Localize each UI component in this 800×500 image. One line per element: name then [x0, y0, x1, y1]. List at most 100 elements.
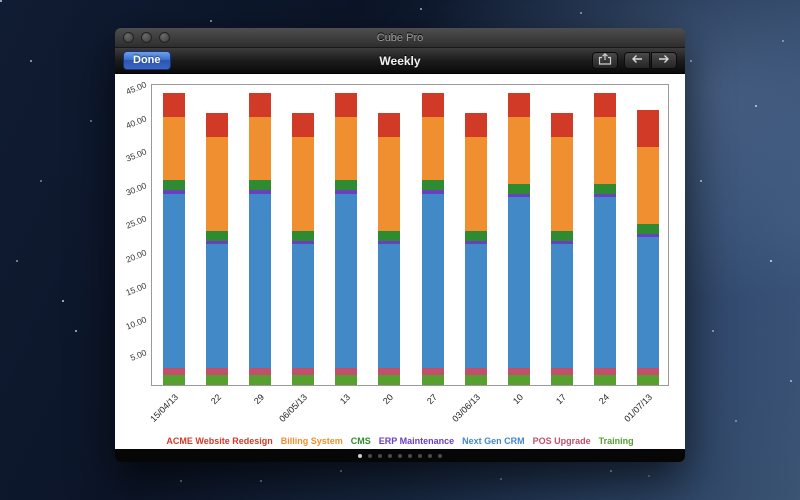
legend-item: ACME Website Redesign [166, 436, 273, 446]
window-title: Cube Pro [376, 31, 424, 44]
bar-segment-erp-maintenance [292, 240, 315, 245]
y-tick-label: 15.00 [124, 280, 148, 298]
page-dot[interactable] [388, 453, 392, 458]
stacked-bar[interactable] [248, 93, 271, 385]
bar-segment-billing-system [421, 116, 444, 181]
bar-segment-training [507, 374, 530, 385]
close-button[interactable] [123, 32, 134, 43]
bar-segment-acme-website-redesign [464, 113, 487, 137]
done-button[interactable]: Done [123, 51, 171, 70]
page-dot[interactable] [428, 453, 432, 458]
back-button[interactable] [624, 52, 650, 69]
toolbar: Done Weekly [115, 48, 685, 74]
bar-segment-billing-system [378, 136, 401, 231]
chart-legend: ACME Website Redesign Billing System CMS ER… [115, 436, 685, 446]
minimize-button[interactable] [141, 32, 152, 43]
bar-segment-training [378, 374, 401, 385]
chart-content: 5.00 10.00 15.00 20.00 25.00 30.00 35.00 40.00 4… [115, 74, 685, 449]
bar-segment-acme-website-redesign [594, 93, 617, 117]
bar-segment-erp-maintenance [335, 190, 358, 194]
bar-segment-acme-website-redesign [335, 93, 358, 117]
bar-segment-cms [292, 230, 315, 241]
bar-segment-billing-system [205, 136, 228, 231]
bar-segment-acme-website-redesign [507, 93, 530, 117]
stacked-bar[interactable] [421, 93, 444, 385]
app-window: Cube Pro Done Weekly [115, 28, 685, 462]
y-tick-label: 45.00 [124, 79, 148, 97]
y-tick-label: 35.00 [124, 146, 148, 164]
bar-segment-erp-maintenance [637, 234, 660, 238]
x-axis: 15/04/13 22 29 06/05/13 13 20 27 03/06/13 10 17 24… [148, 388, 669, 434]
legend-item: Billing System [280, 436, 343, 446]
bar-segment-next-gen-crm [421, 193, 444, 369]
page-dot[interactable] [368, 453, 372, 458]
stacked-bar[interactable] [378, 113, 401, 385]
stacked-bar[interactable] [551, 113, 574, 385]
bar-segment-pos-upgrade [335, 368, 358, 375]
history-nav [624, 52, 677, 69]
page-dot[interactable] [418, 453, 422, 458]
share-icon [598, 52, 612, 69]
bar-segment-billing-system [292, 136, 315, 231]
bar-segment-training [248, 374, 271, 385]
page-dot[interactable] [398, 453, 402, 458]
bar-segment-erp-maintenance [507, 193, 530, 198]
page-dot[interactable] [438, 453, 442, 458]
bar-segment-pos-upgrade [205, 368, 228, 375]
bar-segment-next-gen-crm [378, 244, 401, 369]
y-tick-label: 5.00 [128, 347, 148, 364]
window-titlebar[interactable]: Cube Pro [115, 28, 685, 48]
bar-segment-pos-upgrade [637, 368, 660, 375]
legend-item: Next Gen CRM [462, 436, 525, 446]
stacked-bar[interactable] [464, 113, 487, 385]
bar-segment-next-gen-crm [292, 244, 315, 369]
bar-segment-pos-upgrade [421, 368, 444, 375]
bar-segment-acme-website-redesign [248, 93, 271, 117]
forward-arrow-icon [658, 54, 670, 68]
bar-segment-billing-system [248, 116, 271, 181]
bar-segment-erp-maintenance [464, 240, 487, 245]
bar-segment-next-gen-crm [594, 197, 617, 369]
bottom-bar [115, 449, 685, 462]
bar-segment-cms [594, 183, 617, 194]
bar-segment-next-gen-crm [551, 244, 574, 369]
bar-segment-next-gen-crm [162, 193, 185, 369]
bar-segment-acme-website-redesign [292, 113, 315, 137]
stacked-bar[interactable] [507, 93, 530, 385]
stacked-bar[interactable] [292, 113, 315, 385]
bar-segment-erp-maintenance [162, 190, 185, 194]
bar-segment-acme-website-redesign [205, 113, 228, 137]
bar-segment-training [551, 374, 574, 385]
bar-segment-erp-maintenance [248, 190, 271, 194]
bar-segment-cms [421, 180, 444, 191]
bar-segment-acme-website-redesign [378, 113, 401, 137]
bar-segment-cms [378, 230, 401, 241]
y-tick-label: 30.00 [124, 180, 148, 198]
share-button[interactable] [592, 52, 618, 69]
forward-button[interactable] [651, 52, 677, 69]
bar-segment-billing-system [162, 116, 185, 181]
bar-segment-billing-system [507, 116, 530, 184]
bar-segment-pos-upgrade [594, 368, 617, 375]
y-tick-label: 10.00 [124, 314, 148, 332]
page-dot[interactable] [378, 453, 382, 458]
bar-segment-pos-upgrade [162, 368, 185, 375]
zoom-button[interactable] [159, 32, 170, 43]
page-dot[interactable] [408, 453, 412, 458]
stacked-bar[interactable] [162, 93, 185, 385]
stacked-bar[interactable] [205, 113, 228, 385]
bar-segment-training [637, 374, 660, 385]
bar-segment-billing-system [335, 116, 358, 181]
bar-segment-training [464, 374, 487, 385]
stacked-bar[interactable] [637, 109, 660, 385]
bar-segment-acme-website-redesign [551, 113, 574, 137]
stacked-bar[interactable] [594, 93, 617, 385]
legend-item: POS Upgrade [532, 436, 591, 446]
stacked-bar[interactable] [335, 93, 358, 385]
page-dot[interactable] [358, 453, 362, 458]
bar-segment-training [594, 374, 617, 385]
bar-segment-cms [637, 223, 660, 235]
bar-segment-cms [162, 180, 185, 191]
